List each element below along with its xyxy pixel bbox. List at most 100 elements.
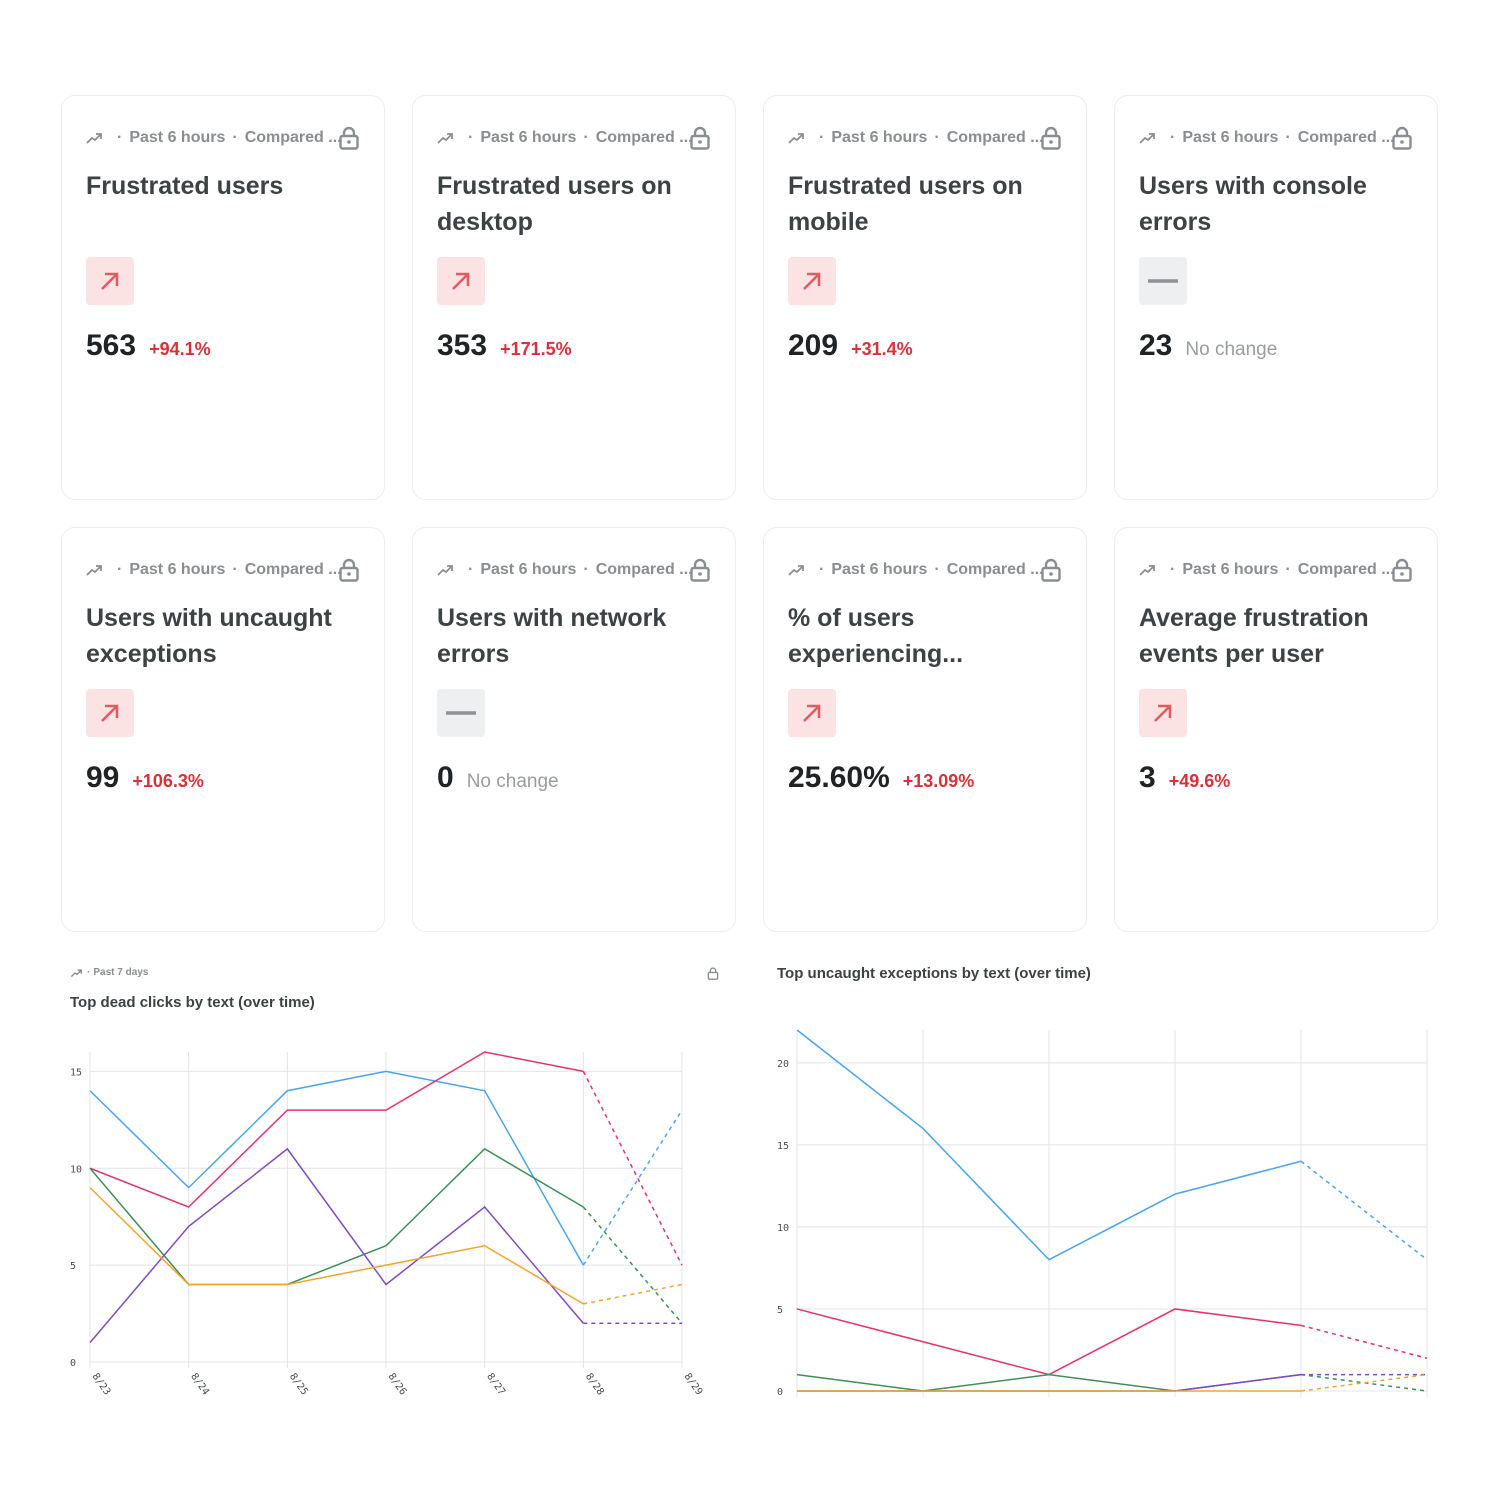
card-title: Frustrated users on desktop [437, 172, 672, 236]
metric-value: 3 [1139, 761, 1156, 794]
trend-icon [86, 133, 102, 144]
y-tick-label: 5 [70, 1261, 76, 1272]
card-meta: · Past 6 hours · Compared ... [86, 558, 360, 582]
series-forecast-2 [1300, 1324, 1428, 1359]
period-label: Past 6 hours [831, 561, 928, 578]
lock-icon[interactable] [1040, 558, 1062, 582]
metric-change: +94.1% [149, 339, 211, 359]
value-row: 563 +94.1% [86, 329, 211, 363]
trend-icon [788, 565, 804, 576]
x-tick-label: 8/27 [484, 1371, 507, 1397]
value-row: 23 No change [1139, 329, 1277, 363]
trend-badge [788, 257, 836, 305]
uncaught-exceptions-chart: 0 5 10 15 20 [777, 1029, 1428, 1398]
trend-icon [437, 133, 453, 144]
separator-dot: · [232, 129, 238, 146]
metric-change: No change [466, 771, 559, 792]
lock-icon[interactable] [707, 967, 719, 980]
kpi-card-1[interactable]: · Past 6 hours · Compared ... Frustrated… [61, 95, 385, 500]
lock-icon[interactable] [338, 558, 360, 582]
compare-label: Compared ... [244, 561, 342, 578]
card-meta: · Past 6 hours · Compared ... [788, 558, 1062, 582]
card-title: % of users experiencing... [788, 604, 964, 668]
lock-icon[interactable] [1040, 126, 1062, 150]
series-line-3 [89, 1147, 584, 1286]
separator-dot: · [468, 129, 474, 146]
kpi-card-6[interactable]: · Past 6 hours · Compared ... Users with… [412, 527, 736, 932]
card-title: Users with uncaught exceptions [86, 604, 332, 668]
trend-badge [788, 689, 836, 737]
kpi-card-3[interactable]: · Past 6 hours · Compared ... Frustrated… [763, 95, 1087, 500]
compare-label: Compared ... [244, 129, 342, 146]
trend-icon [788, 133, 804, 144]
arrow-up-right-icon [101, 704, 119, 722]
separator-dot: · [819, 129, 825, 146]
separator-dot: · [1285, 129, 1291, 146]
kpi-card-5[interactable]: · Past 6 hours · Compared ... Users with… [61, 527, 385, 932]
compare-label: Compared ... [595, 561, 693, 578]
compare-label: Compared ... [946, 561, 1044, 578]
trend-icon [437, 565, 453, 576]
series-forecast-3 [582, 1206, 683, 1324]
metric-value: 563 [86, 329, 137, 362]
separator-dot: · [117, 561, 123, 578]
lock-icon[interactable] [689, 558, 711, 582]
metric-value: 99 [86, 761, 120, 794]
lock-icon[interactable] [338, 126, 360, 150]
y-tick-label: 15 [777, 1141, 789, 1152]
lock-icon[interactable] [689, 126, 711, 150]
series-line-1 [796, 1029, 1302, 1261]
kpi-card-4[interactable]: · Past 6 hours · Compared ... Users with… [1114, 95, 1438, 500]
lock-icon[interactable] [1391, 126, 1413, 150]
x-tick-label: 8/23 [90, 1371, 113, 1397]
value-row: 3 +49.6% [1139, 761, 1230, 795]
card-meta: · Past 6 hours · Compared ... [788, 126, 1062, 150]
card-title: Frustrated users on mobile [788, 172, 1023, 236]
y-tick-label: 10 [777, 1223, 789, 1234]
period-label: Past 6 hours [480, 561, 577, 578]
kpi-card-7[interactable]: · Past 6 hours · Compared ... % of users… [763, 527, 1087, 932]
series-forecast-1 [1300, 1160, 1428, 1261]
metric-change: +49.6% [1168, 771, 1231, 791]
separator-dot: · [934, 561, 940, 578]
metric-change: +31.4% [851, 339, 913, 359]
card-meta: · Past 6 hours · Compared ... [86, 126, 360, 150]
separator-dot: · [819, 561, 825, 578]
chart-meta: · Past 7 days [70, 967, 148, 978]
metric-value: 353 [437, 329, 488, 362]
separator-dot: · [87, 967, 91, 978]
metric-change: +171.5% [500, 339, 572, 359]
card-title: Frustrated users [86, 172, 284, 200]
series-line-5 [89, 1187, 584, 1305]
trend-icon [70, 968, 82, 977]
x-tick-label: 8/26 [386, 1371, 409, 1397]
kpi-card-2[interactable]: · Past 6 hours · Compared ... Frustrated… [412, 95, 736, 500]
series-forecast-5 [583, 1283, 683, 1305]
metric-value: 23 [1139, 329, 1173, 362]
x-tick-label: 8/29 [682, 1371, 705, 1397]
trend-badge [437, 689, 485, 737]
arrow-up-right-icon [452, 272, 470, 290]
trend-badge [437, 257, 485, 305]
y-tick-label: 0 [777, 1387, 783, 1398]
period-label: Past 6 hours [1182, 561, 1279, 578]
value-row: 99 +106.3% [86, 761, 204, 795]
lock-icon[interactable] [1391, 558, 1413, 582]
arrow-up-right-icon [1154, 704, 1172, 722]
y-tick-label: 10 [70, 1164, 82, 1175]
kpi-card-8[interactable]: · Past 6 hours · Compared ... Average fr… [1114, 527, 1438, 932]
card-meta: · Past 6 hours · Compared ... [437, 126, 711, 150]
y-tick-label: 0 [70, 1358, 76, 1369]
chart-title: Top uncaught exceptions by text (over ti… [777, 965, 1091, 982]
dash-icon [446, 711, 476, 715]
value-row: 353 +171.5% [437, 329, 572, 363]
trend-badge [86, 689, 134, 737]
metric-change: +106.3% [132, 771, 204, 791]
card-title: Users with network errors [437, 604, 667, 668]
compare-label: Compared ... [946, 129, 1044, 146]
series-forecast-3 [1300, 1373, 1428, 1392]
dash-icon [1148, 279, 1178, 283]
arrow-up-right-icon [803, 704, 821, 722]
value-row: 25.60% +13.09% [788, 761, 974, 795]
period-label: Past 6 hours [831, 129, 928, 146]
